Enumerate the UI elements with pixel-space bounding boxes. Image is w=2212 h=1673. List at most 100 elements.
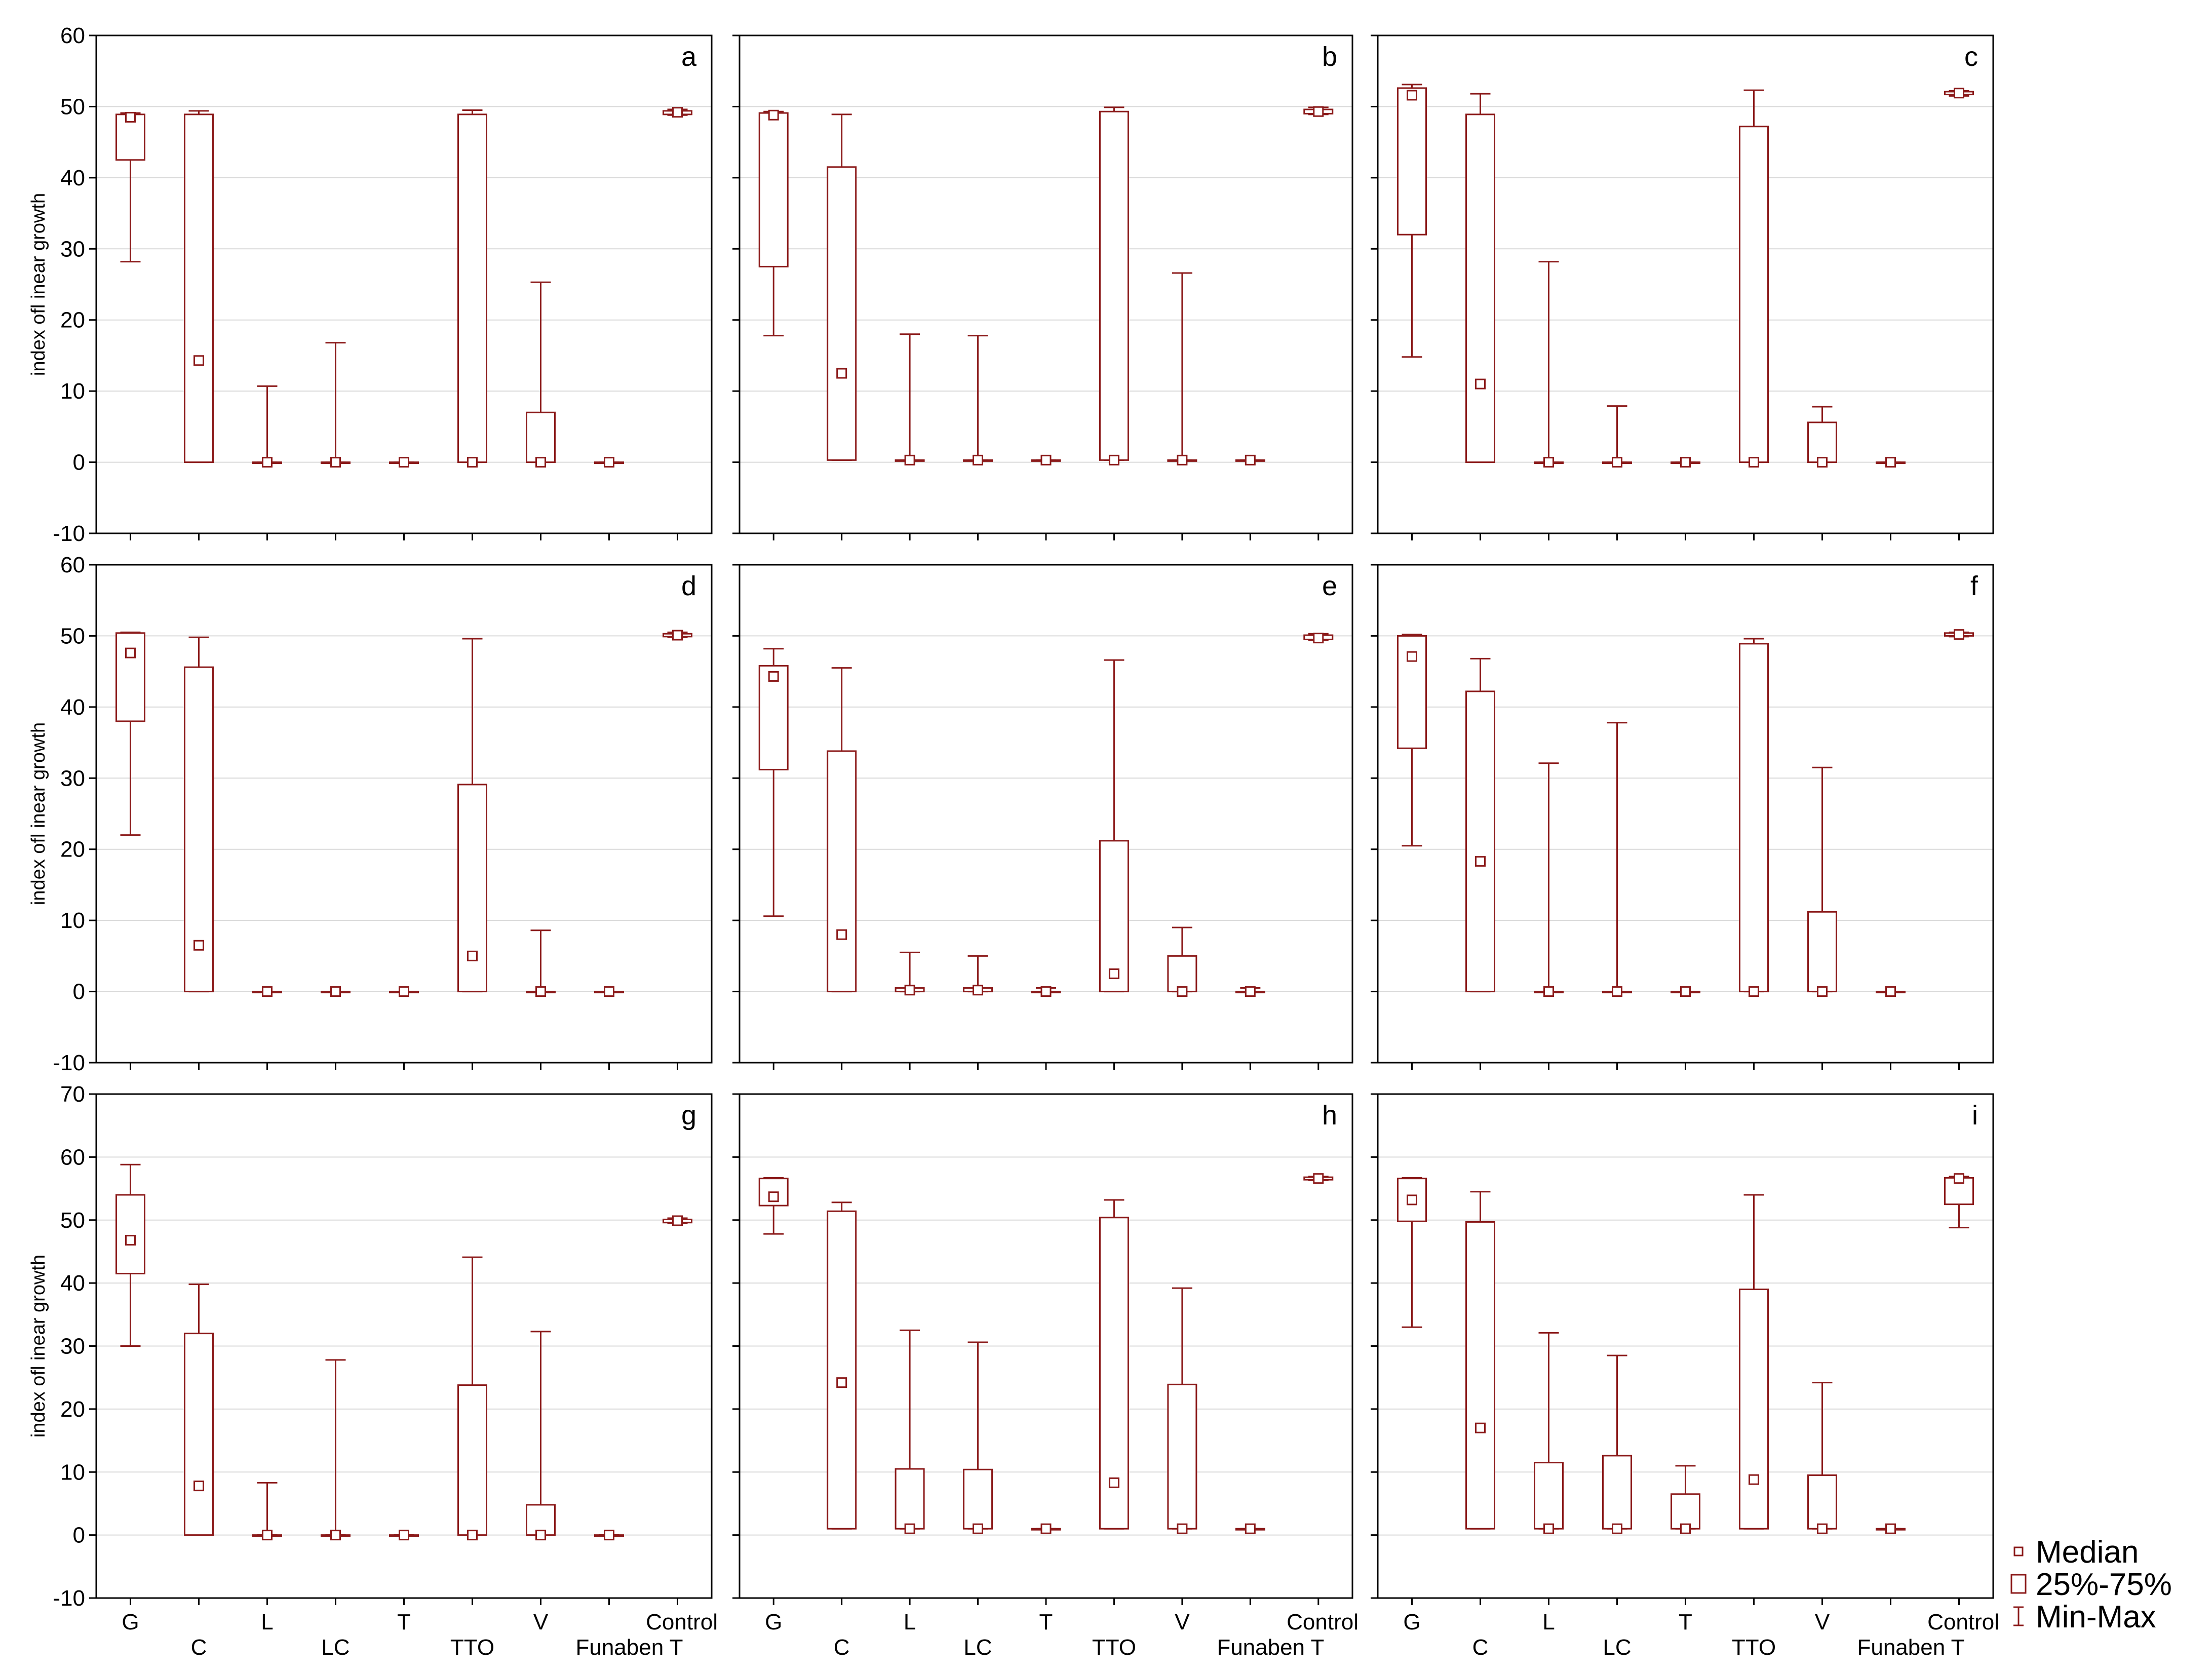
x-category-label: T bbox=[1679, 1610, 1692, 1635]
panel-letter: b bbox=[1322, 42, 1337, 72]
y-tick-label: -10 bbox=[53, 1586, 85, 1611]
panel-letter: d bbox=[681, 571, 696, 601]
median-marker bbox=[973, 1523, 984, 1534]
box-t bbox=[1671, 457, 1700, 468]
median-marker bbox=[836, 368, 847, 379]
box-lc bbox=[321, 986, 351, 997]
iqr-box bbox=[457, 113, 487, 463]
box-v bbox=[1807, 406, 1837, 468]
iqr-box bbox=[184, 113, 214, 463]
x-category-label: Control bbox=[646, 1610, 718, 1635]
y-tick-label: 50 bbox=[60, 1208, 85, 1233]
iqr-box bbox=[758, 112, 789, 267]
y-tick-label: -10 bbox=[53, 521, 85, 546]
median-marker bbox=[1245, 986, 1256, 997]
box-lc bbox=[321, 1359, 351, 1541]
iqr-box bbox=[827, 166, 857, 461]
x-category-label: V bbox=[1175, 1610, 1190, 1635]
x-category-label: LC bbox=[1603, 1635, 1631, 1660]
iqr-box bbox=[1167, 955, 1197, 993]
box-c bbox=[184, 636, 214, 993]
panel-c: c bbox=[1371, 34, 1994, 540]
median-marker bbox=[1543, 1523, 1554, 1534]
y-tick-label: 0 bbox=[73, 1523, 85, 1548]
box-v bbox=[1167, 1287, 1197, 1534]
x-category-label: G bbox=[765, 1610, 782, 1635]
panel-letter: e bbox=[1322, 571, 1337, 601]
box-lc bbox=[963, 335, 993, 465]
box-funaben-t bbox=[594, 1530, 624, 1541]
iqr-box bbox=[1099, 110, 1129, 461]
y-axis-label: index ofl inear growth bbox=[28, 193, 49, 376]
box-tto bbox=[457, 109, 487, 468]
median-marker bbox=[1108, 968, 1119, 979]
median-marker bbox=[1749, 457, 1759, 468]
median-marker bbox=[1313, 1173, 1324, 1184]
x-category-label: G bbox=[1403, 1610, 1420, 1635]
median-marker bbox=[904, 985, 915, 996]
median-marker bbox=[973, 454, 984, 465]
x-category-label: Funaben T bbox=[1217, 1635, 1324, 1660]
median-marker bbox=[125, 111, 136, 123]
median-marker bbox=[330, 986, 341, 997]
box-tto bbox=[457, 638, 487, 993]
median-marker bbox=[535, 986, 546, 997]
box-control bbox=[663, 107, 692, 118]
box-v bbox=[526, 1331, 556, 1541]
box-tto bbox=[1739, 1194, 1769, 1530]
panel-letter: c bbox=[1964, 42, 1978, 72]
x-category-label: TTO bbox=[1732, 1635, 1776, 1660]
median-marker bbox=[1040, 1523, 1052, 1534]
x-category-label: C bbox=[191, 1635, 207, 1660]
box-l bbox=[895, 333, 925, 465]
iqr-box bbox=[526, 411, 556, 463]
box-l bbox=[252, 385, 282, 468]
median-marker bbox=[1108, 1477, 1119, 1488]
median-marker bbox=[1040, 454, 1052, 465]
iqr-box bbox=[1739, 126, 1769, 463]
iqr-box bbox=[1807, 911, 1837, 993]
median-marker bbox=[1885, 1523, 1896, 1534]
iqr-box bbox=[1465, 113, 1495, 463]
median-marker bbox=[535, 457, 546, 468]
iqr-box bbox=[827, 1210, 857, 1530]
x-category-label: Control bbox=[1287, 1610, 1359, 1635]
box-tto bbox=[1099, 659, 1129, 993]
y-tick-label: 60 bbox=[60, 553, 85, 577]
median-marker bbox=[125, 1235, 136, 1246]
panel-e: e bbox=[732, 564, 1353, 1070]
median-marker bbox=[1680, 986, 1691, 997]
box-l bbox=[895, 951, 925, 996]
median-marker bbox=[1475, 856, 1486, 867]
y-tick-label: 0 bbox=[73, 980, 85, 1004]
iqr-box bbox=[1099, 840, 1129, 993]
iqr-box bbox=[1602, 1455, 1632, 1530]
median-marker bbox=[836, 1377, 847, 1388]
box-c bbox=[827, 1201, 857, 1530]
median-marker bbox=[1108, 454, 1119, 465]
x-category-label: C bbox=[834, 1635, 850, 1660]
legend-item-median-square: Median bbox=[2013, 1535, 2139, 1570]
y-tick-label: 60 bbox=[60, 23, 85, 48]
y-tick-label: 70 bbox=[60, 1082, 85, 1107]
legend-label: Min-Max bbox=[2036, 1600, 2156, 1635]
box-c bbox=[1465, 657, 1495, 993]
y-tick-label: 20 bbox=[60, 308, 85, 333]
iqr-box bbox=[1465, 690, 1495, 993]
panel-letter: a bbox=[681, 42, 697, 72]
y-axis-label: index ofl inear growth bbox=[28, 1255, 49, 1437]
iqr-box bbox=[115, 632, 145, 722]
iqr-box bbox=[895, 1468, 925, 1530]
box-funaben-t bbox=[1876, 1523, 1906, 1534]
median-marker bbox=[973, 985, 984, 996]
y-tick-label: 50 bbox=[60, 94, 85, 119]
x-category-label: Control bbox=[1927, 1610, 1999, 1635]
box-t bbox=[389, 457, 419, 468]
box-control bbox=[1303, 633, 1334, 644]
iqr-box bbox=[184, 666, 214, 993]
median-marker bbox=[768, 671, 779, 682]
iqr-box bbox=[758, 665, 789, 770]
panel-d: -10 0 10 20 30 40 50 60 d bbox=[53, 553, 713, 1075]
box-tto bbox=[1739, 638, 1769, 997]
